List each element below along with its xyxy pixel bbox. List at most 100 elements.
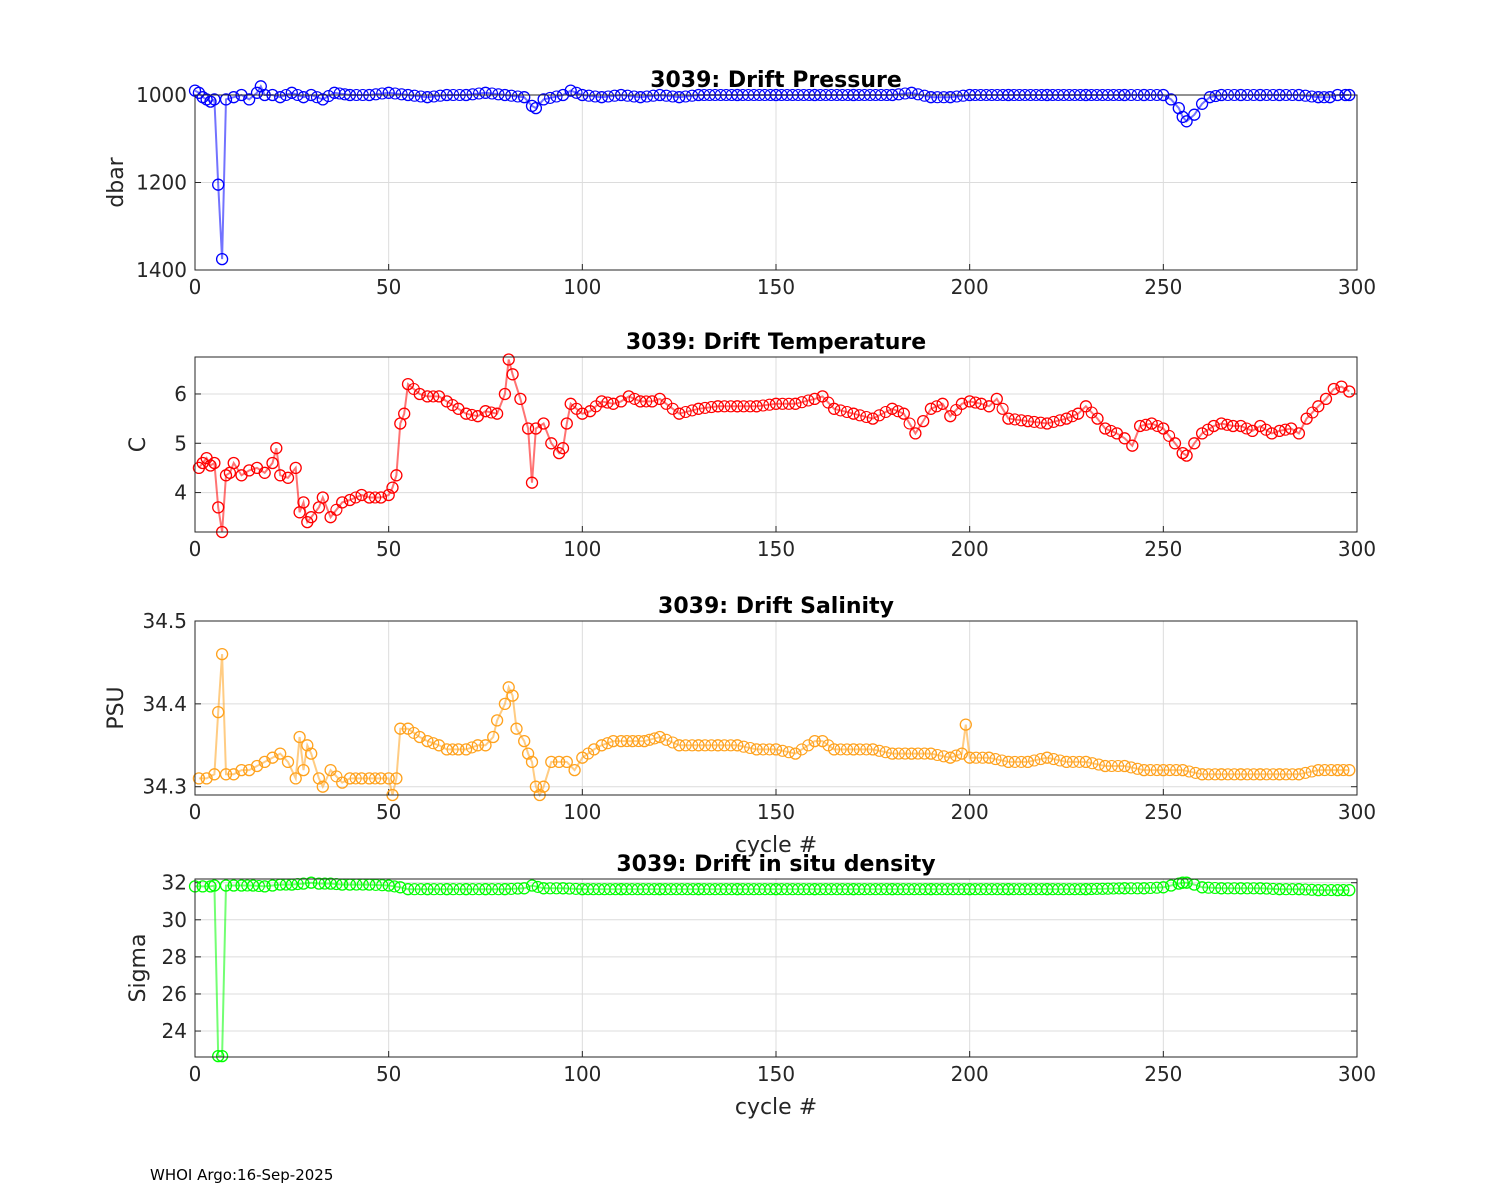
data-point bbox=[537, 882, 550, 895]
data-point bbox=[950, 90, 963, 103]
data-point bbox=[487, 730, 500, 744]
data-point bbox=[243, 763, 256, 777]
panel-pressure: 0 50 100 150 200 250 300 1000 1200 1400 3039: Drif… bbox=[104, 68, 1376, 299]
data-point bbox=[1118, 432, 1131, 445]
y-tick-label: 34.3 bbox=[142, 775, 187, 799]
data-point bbox=[1099, 422, 1112, 435]
data-point bbox=[834, 404, 847, 417]
data-point bbox=[679, 739, 692, 752]
data-point bbox=[673, 739, 686, 752]
data-point bbox=[1188, 437, 1201, 450]
data-point bbox=[1234, 419, 1247, 433]
data-point bbox=[459, 743, 473, 756]
data-point bbox=[1002, 755, 1015, 769]
data-point bbox=[1273, 883, 1286, 896]
data-point bbox=[297, 496, 310, 509]
data-point bbox=[1226, 419, 1240, 433]
data-point bbox=[737, 400, 750, 413]
data-point bbox=[840, 405, 854, 419]
data-point bbox=[595, 91, 608, 104]
data-point bbox=[552, 755, 566, 769]
data-point bbox=[1273, 424, 1286, 438]
data-point bbox=[324, 511, 337, 524]
data-point bbox=[432, 739, 446, 752]
data-point bbox=[1053, 414, 1067, 427]
data-point bbox=[453, 883, 466, 896]
data-point bbox=[376, 879, 389, 892]
chart-title: 3039: Drift Temperature bbox=[626, 330, 926, 355]
data-point bbox=[246, 879, 260, 892]
data-point bbox=[957, 89, 970, 102]
data-point bbox=[1105, 759, 1118, 773]
data-point bbox=[427, 390, 440, 403]
data-point bbox=[518, 91, 531, 104]
data-point bbox=[560, 755, 573, 769]
data-point bbox=[1279, 883, 1293, 896]
data-point bbox=[401, 883, 415, 896]
data-point bbox=[529, 780, 543, 793]
chart-title: 3039: Drift Salinity bbox=[658, 594, 894, 619]
data-point bbox=[1299, 89, 1312, 102]
data-point bbox=[750, 400, 763, 413]
data-point bbox=[879, 405, 892, 419]
data-point bbox=[589, 90, 602, 103]
data-point bbox=[1221, 418, 1234, 431]
data-point bbox=[250, 759, 264, 773]
data-point bbox=[763, 743, 776, 756]
data-point bbox=[511, 882, 524, 895]
y-axis-label: Sigma bbox=[126, 934, 151, 1003]
data-point bbox=[1047, 753, 1060, 766]
data-point bbox=[711, 400, 725, 413]
data-point bbox=[386, 481, 399, 494]
x-tick-label: 200 bbox=[951, 1062, 989, 1086]
data-point bbox=[459, 407, 473, 420]
data-point bbox=[490, 714, 504, 727]
data-point bbox=[930, 400, 943, 413]
data-point bbox=[498, 697, 512, 711]
data-point bbox=[414, 883, 427, 896]
x-tick-label: 250 bbox=[1144, 1062, 1182, 1086]
y-tick-label: 1200 bbox=[136, 171, 187, 195]
data-point bbox=[1318, 91, 1331, 104]
data-point bbox=[897, 407, 910, 420]
data-point bbox=[1118, 882, 1131, 895]
data-point bbox=[390, 469, 403, 482]
data-point bbox=[414, 90, 427, 103]
data-point bbox=[310, 91, 324, 104]
y-tick-label: 28 bbox=[162, 945, 187, 969]
data-point bbox=[918, 89, 931, 102]
data-point bbox=[485, 883, 499, 896]
data-point bbox=[1125, 882, 1138, 895]
data-point bbox=[903, 417, 916, 430]
data-point bbox=[1305, 90, 1318, 103]
data-point bbox=[673, 91, 686, 104]
data-point bbox=[924, 402, 938, 415]
data-point bbox=[243, 93, 256, 106]
data-point bbox=[1104, 424, 1118, 437]
y-tick-label: 32 bbox=[162, 871, 187, 895]
data-point bbox=[281, 755, 295, 769]
data-point bbox=[447, 883, 460, 896]
data-point bbox=[686, 89, 699, 102]
data-point bbox=[498, 883, 512, 896]
data-point bbox=[620, 735, 633, 748]
axes-frame bbox=[194, 878, 1358, 1058]
data-point bbox=[285, 86, 298, 99]
data-point bbox=[1195, 427, 1209, 440]
data-point bbox=[1079, 755, 1093, 769]
data-point bbox=[301, 739, 314, 752]
data-point bbox=[795, 396, 808, 409]
data-point bbox=[1066, 755, 1080, 768]
data-point bbox=[1180, 449, 1193, 462]
data-point bbox=[769, 743, 783, 756]
data-point bbox=[1337, 884, 1350, 897]
data-point bbox=[472, 883, 486, 896]
data-point bbox=[212, 178, 225, 191]
data-point bbox=[892, 88, 905, 101]
data-point bbox=[840, 743, 854, 756]
data-point bbox=[369, 88, 382, 101]
data-point bbox=[827, 743, 841, 756]
data-point bbox=[660, 733, 673, 746]
data-point bbox=[976, 751, 989, 764]
data-point bbox=[769, 397, 783, 410]
